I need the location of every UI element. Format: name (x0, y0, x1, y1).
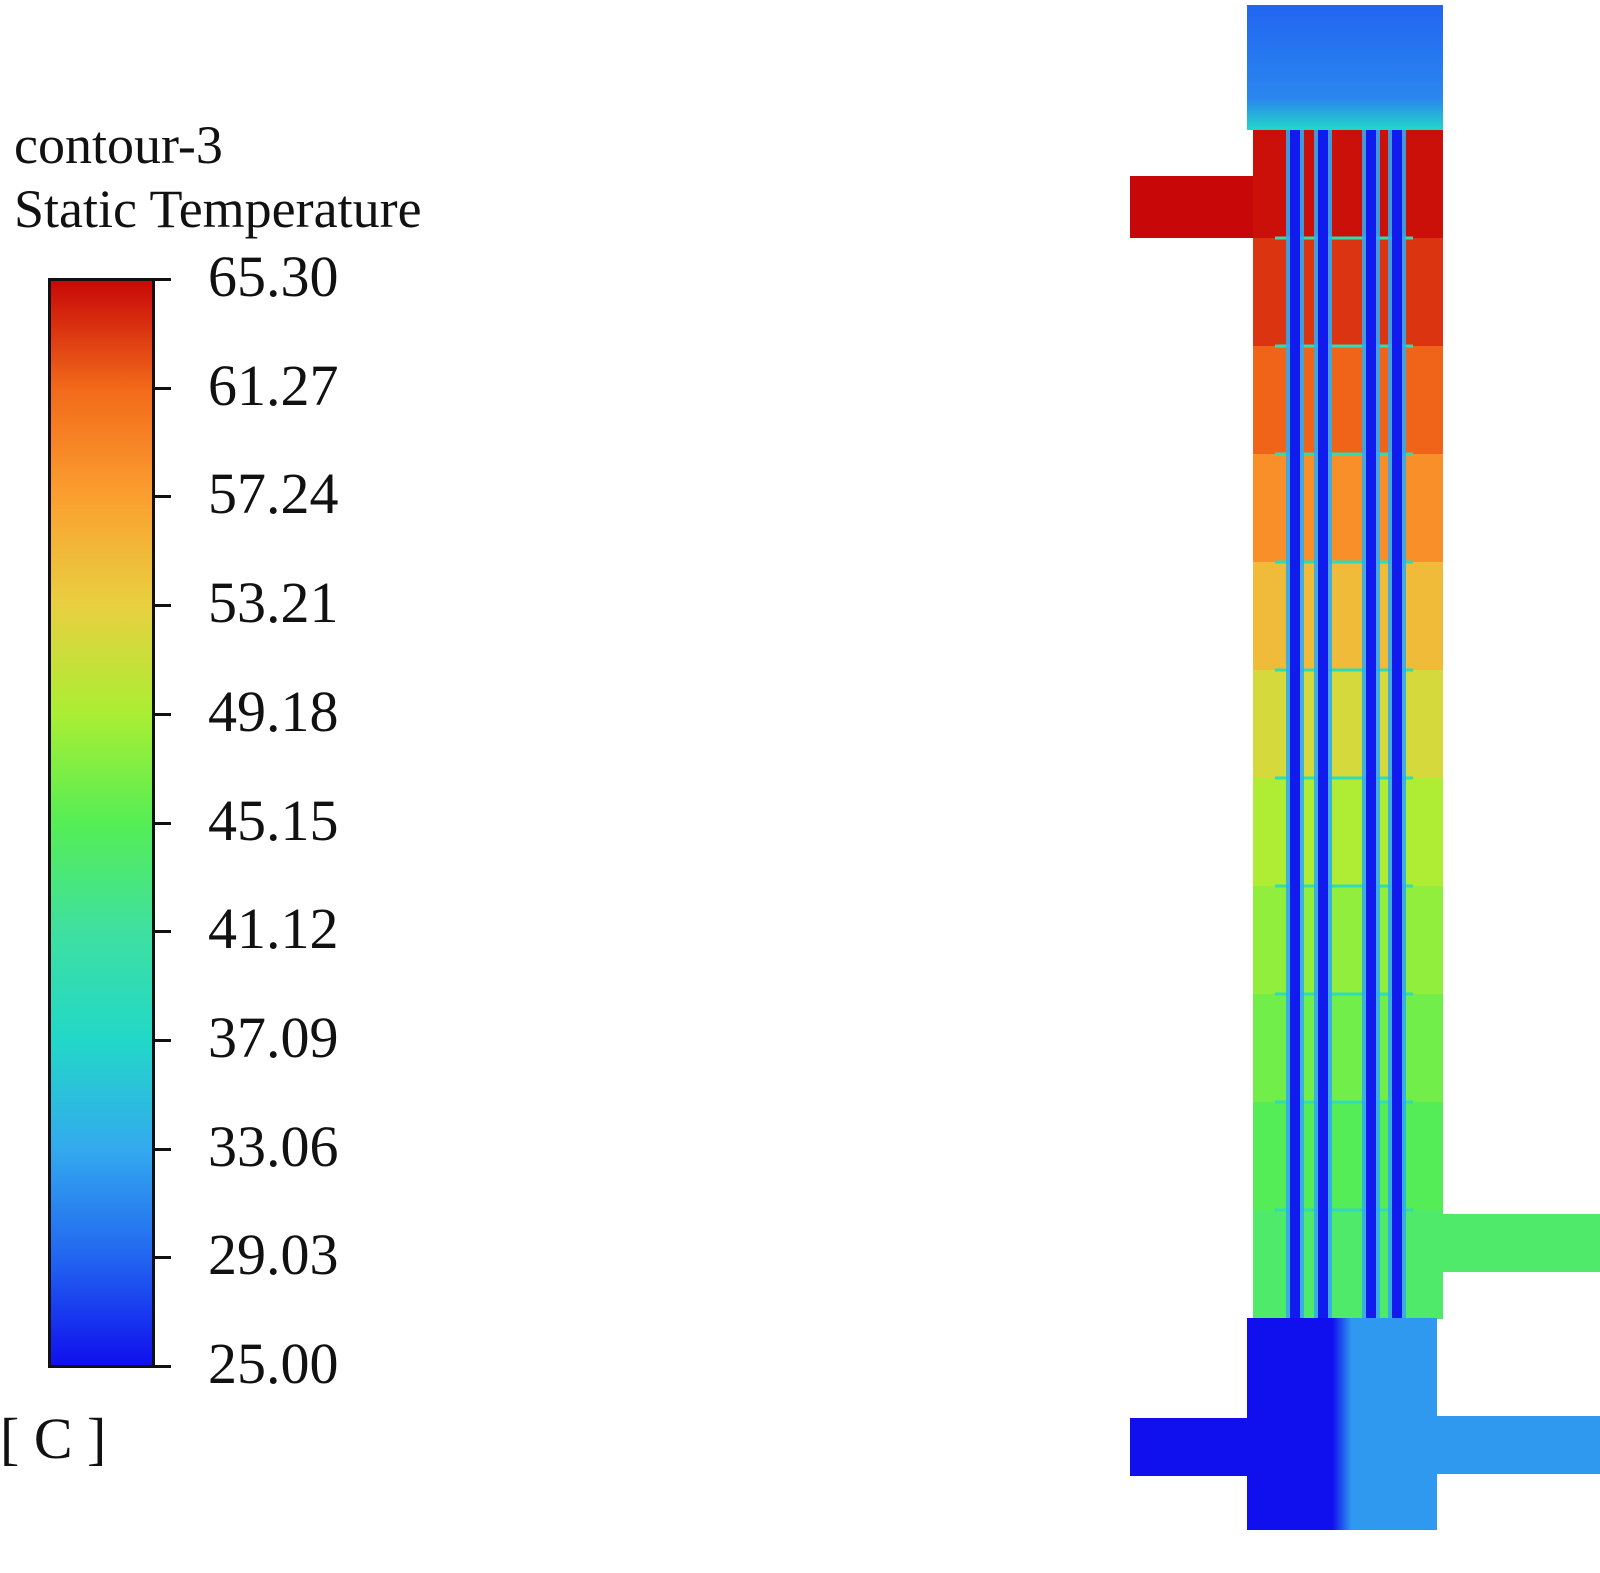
cold-inlet-nozzle (1130, 1418, 1250, 1476)
temperature-colorbar (48, 278, 155, 1368)
shell-band (1253, 670, 1443, 779)
colorbar-tick-label: 65.30 (208, 244, 339, 309)
colorbar-tick (155, 604, 171, 608)
colorbar-tick (155, 712, 171, 716)
shell-band (1253, 238, 1443, 347)
legend-title-variable: Static Temperature (14, 179, 422, 239)
colorbar-tick-label: 49.18 (208, 678, 339, 744)
legend-unit-label: [ C ] (0, 1406, 107, 1471)
shell-band (1253, 1102, 1443, 1211)
colorbar-tick (155, 1256, 171, 1260)
cold-outlet-nozzle (1430, 1416, 1600, 1474)
shell-band (1253, 454, 1443, 563)
colorbar-tick (155, 278, 171, 281)
colorbar-tick (155, 930, 171, 934)
colorbar-tick-label: 61.27 (208, 352, 339, 418)
bottom-header (1247, 1318, 1437, 1530)
colorbar-tick-label: 53.21 (208, 570, 339, 636)
shell-outlet-nozzle (1430, 1214, 1600, 1272)
hot-inlet-nozzle (1130, 176, 1256, 238)
shell-band (1253, 1210, 1443, 1319)
colorbar-tick-label: 37.09 (208, 1004, 339, 1070)
shell-band (1253, 346, 1443, 455)
tube-core (1392, 130, 1402, 1318)
heat-exchanger-contour (1130, 5, 1600, 1530)
colorbar-tick (155, 821, 171, 825)
shell-band (1253, 562, 1443, 671)
colorbar-tick-label: 29.03 (208, 1222, 339, 1288)
shell-band (1253, 994, 1443, 1103)
top-header (1247, 5, 1443, 130)
colorbar-tick-label: 33.06 (208, 1113, 339, 1179)
shell-band (1253, 886, 1443, 995)
colorbar-tick (155, 1365, 171, 1368)
colorbar-tick (155, 386, 171, 390)
colorbar-tick (155, 1147, 171, 1151)
colorbar-tick-label: 45.15 (208, 787, 339, 853)
tube-core (1318, 130, 1328, 1318)
tube-core (1366, 130, 1376, 1318)
colorbar-tick (155, 495, 171, 499)
legend-title-contour-name: contour-3 (14, 115, 223, 175)
colorbar-tick-label: 41.12 (208, 896, 339, 962)
colorbar-tick-label: 25.00 (208, 1331, 339, 1396)
shell-band (1253, 778, 1443, 887)
tube-core (1290, 130, 1300, 1318)
shell-band (1253, 130, 1443, 239)
colorbar-tick (155, 1038, 171, 1042)
colorbar-tick-label: 57.24 (208, 461, 339, 527)
